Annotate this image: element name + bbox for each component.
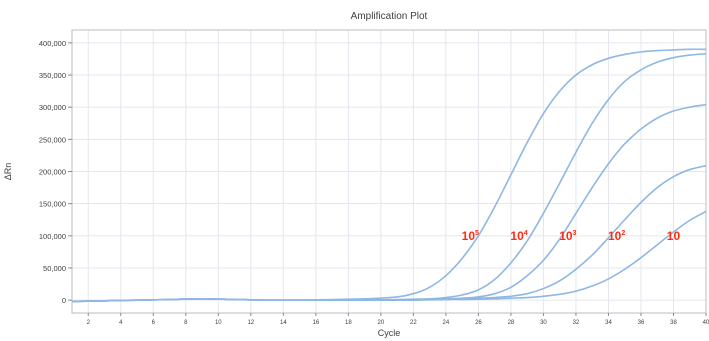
x-tick-label: 36 [638,320,645,326]
y-tick-label: 400,000 [39,39,66,48]
x-tick-label: 32 [573,320,580,326]
amplification-curves [71,48,707,303]
x-tick-label: 24 [443,320,450,326]
chart-title: Amplification Plot [351,11,428,22]
x-axis-ticks: 2 4 6 8 10 12 14 16 18 20 22 24 26 28 30 32 34 36 38 40 [87,313,709,326]
dilution-label-4: 102 [608,229,625,243]
y-tick-label: 100,000 [39,232,66,241]
y-tick-label: 350,000 [39,71,66,80]
x-tick-label: 30 [540,320,547,326]
y-tick-label: 0 [62,296,66,305]
y-tick-label: 200,000 [39,168,66,177]
y-tick-label: 50,000 [43,264,66,273]
x-tick-label: 4 [119,320,123,326]
dilution-label-2: 104 [510,229,527,243]
y-tick-label: 250,000 [39,135,66,144]
y-tick-label: 150,000 [39,200,66,209]
x-tick-label: 38 [670,320,677,326]
y-tick-label: 300,000 [39,103,66,112]
x-tick-label: 6 [152,320,156,326]
x-tick-label: 8 [184,320,188,326]
x-tick-label: 20 [378,320,385,326]
dilution-label-1: 105 [462,229,479,243]
x-tick-label: 34 [605,320,612,326]
y-axis-label: ΔRn [3,163,13,181]
amplification-curve-1 [71,48,707,303]
y-axis-ticks: 0 50,000 100,000 150,000 200,000 250,000 300,0… [39,39,72,305]
x-tick-label: 16 [313,320,320,326]
x-tick-label: 12 [247,320,254,326]
x-tick-label: 14 [280,320,287,326]
amplification-curve-2 [71,53,707,303]
dilution-label-5: 10 [667,229,681,243]
dilution-label-3: 103 [559,229,576,243]
amplification-curve-3 [71,103,707,303]
x-axis-label: Cycle [378,328,401,338]
x-tick-label: 18 [345,320,352,326]
x-tick-label: 10 [215,320,222,326]
x-tick-label: 2 [87,320,91,326]
grid [72,30,707,313]
x-tick-label: 28 [508,320,515,326]
x-tick-label: 26 [475,320,482,326]
amplification-curve-5 [71,210,707,303]
x-tick-label: 40 [703,320,709,326]
x-tick-label: 22 [410,320,417,326]
dilution-annotations: 105 104 103 102 10 [462,229,681,243]
